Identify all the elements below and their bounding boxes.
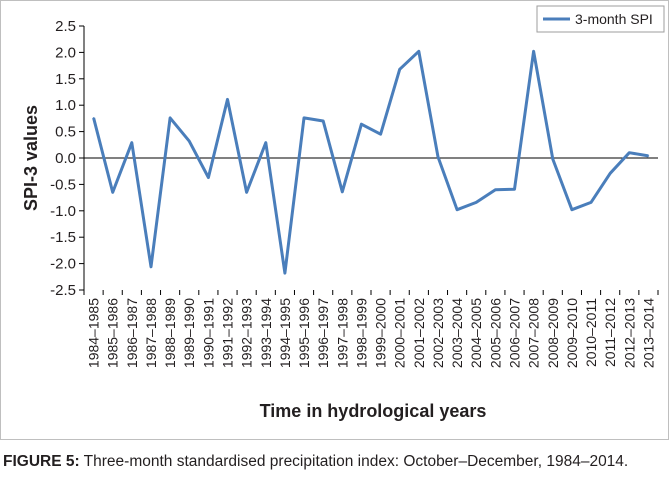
y-tick-label: -2.0 <box>50 256 76 273</box>
data-point <box>322 120 325 122</box>
series-line-3-month-spi <box>92 49 649 275</box>
data-point <box>131 141 133 144</box>
x-tick-label: 1998–1999 <box>353 298 369 368</box>
data-point <box>418 50 420 53</box>
legend-label: 3-month SPI <box>575 11 653 27</box>
x-tick-label: 1996–1997 <box>315 298 331 368</box>
data-point <box>628 151 631 154</box>
x-tick-label: 2007–2008 <box>526 298 542 368</box>
x-tick-label: 1993–1994 <box>258 298 274 368</box>
y-tick-label: 1.5 <box>55 71 76 88</box>
x-tick-label: 1985–1986 <box>105 298 121 368</box>
x-tick-label: 2013–2014 <box>640 298 656 368</box>
x-tick-label: 1999–2000 <box>373 298 389 368</box>
x-tick-label: 2006–2007 <box>507 298 523 368</box>
x-tick-label: 1989–1990 <box>181 298 197 368</box>
y-tick-label: 1.0 <box>55 97 76 114</box>
y-tick-label: 0.5 <box>55 124 76 141</box>
y-tick-label: -0.5 <box>50 176 76 193</box>
y-tick-label: -2.5 <box>50 282 76 299</box>
x-axis-title: Time in hydrological years <box>260 401 487 421</box>
data-point <box>207 176 210 179</box>
data-point <box>169 117 171 119</box>
x-tick-label: 2012–2013 <box>621 298 637 368</box>
data-point <box>303 117 305 119</box>
x-tick-label: 2010–2011 <box>583 298 599 367</box>
x-tick-label: 2004–2005 <box>468 298 484 368</box>
x-tick-label: 2009–2010 <box>564 298 580 368</box>
data-point <box>265 141 267 144</box>
x-tick-label: 1992–1993 <box>239 298 255 368</box>
data-point <box>456 208 458 211</box>
data-point <box>475 201 478 204</box>
data-point <box>188 140 190 142</box>
x-tick-label: 1987–1988 <box>143 298 159 368</box>
spi-line-chart: 2.5 2.0 1.5 1.0 0.5 0.0 -0.5 -1.0 -1.5 -2.0 -2.5 19… <box>21 5 665 421</box>
x-tick-label: 1994–1995 <box>277 298 293 368</box>
data-point <box>647 155 650 157</box>
data-point <box>226 98 229 101</box>
data-point <box>609 172 611 175</box>
data-point <box>245 191 248 194</box>
x-tick-label: 1988–1989 <box>162 298 178 368</box>
data-point <box>284 272 286 274</box>
data-point <box>437 156 439 158</box>
x-tick-label: 2000–2001 <box>392 298 408 368</box>
data-point <box>532 50 535 53</box>
data-point <box>513 188 516 190</box>
data-point <box>552 158 554 160</box>
x-tick-label: 2005–2006 <box>487 298 503 368</box>
data-point <box>590 201 592 204</box>
x-tick-label: 1997–1998 <box>334 298 350 368</box>
x-tick-label: 2008–2009 <box>545 298 561 368</box>
x-tick-label: 1986–1987 <box>124 298 140 368</box>
data-point <box>494 188 497 191</box>
y-tick-label: -1.0 <box>50 203 76 220</box>
x-tick-label: 2003–2004 <box>449 298 465 368</box>
y-tick-label: -1.5 <box>50 229 76 246</box>
y-tick-label: 0.0 <box>55 150 76 167</box>
data-point <box>341 191 344 193</box>
x-tick-label: 2011–2012 <box>602 298 618 367</box>
data-point <box>111 191 114 194</box>
data-point <box>360 123 363 125</box>
chart-frame <box>0 0 669 440</box>
x-tick-label: 1984–1985 <box>86 298 102 368</box>
data-point <box>150 266 152 268</box>
caption-text: Three-month standardised precipitation i… <box>79 453 629 470</box>
figure-caption: FIGURE 5: Three-month standardised preci… <box>3 452 667 472</box>
data-point <box>398 68 401 71</box>
x-tick-label: 2001–2002 <box>411 298 427 368</box>
data-point <box>92 117 95 119</box>
caption-label: FIGURE 5: <box>3 453 80 470</box>
y-tick-label: 2.0 <box>55 44 76 61</box>
data-point <box>571 208 573 211</box>
x-tick-label: 1991–1992 <box>220 298 236 368</box>
data-point <box>379 133 382 135</box>
y-axis-title: SPI-3 values <box>21 105 41 211</box>
x-tick-label: 2002–2003 <box>430 298 446 368</box>
x-tick-label: 1995–1996 <box>296 298 312 368</box>
x-tick-label: 1990–1991 <box>200 298 216 368</box>
y-tick-label: 2.5 <box>55 18 76 35</box>
